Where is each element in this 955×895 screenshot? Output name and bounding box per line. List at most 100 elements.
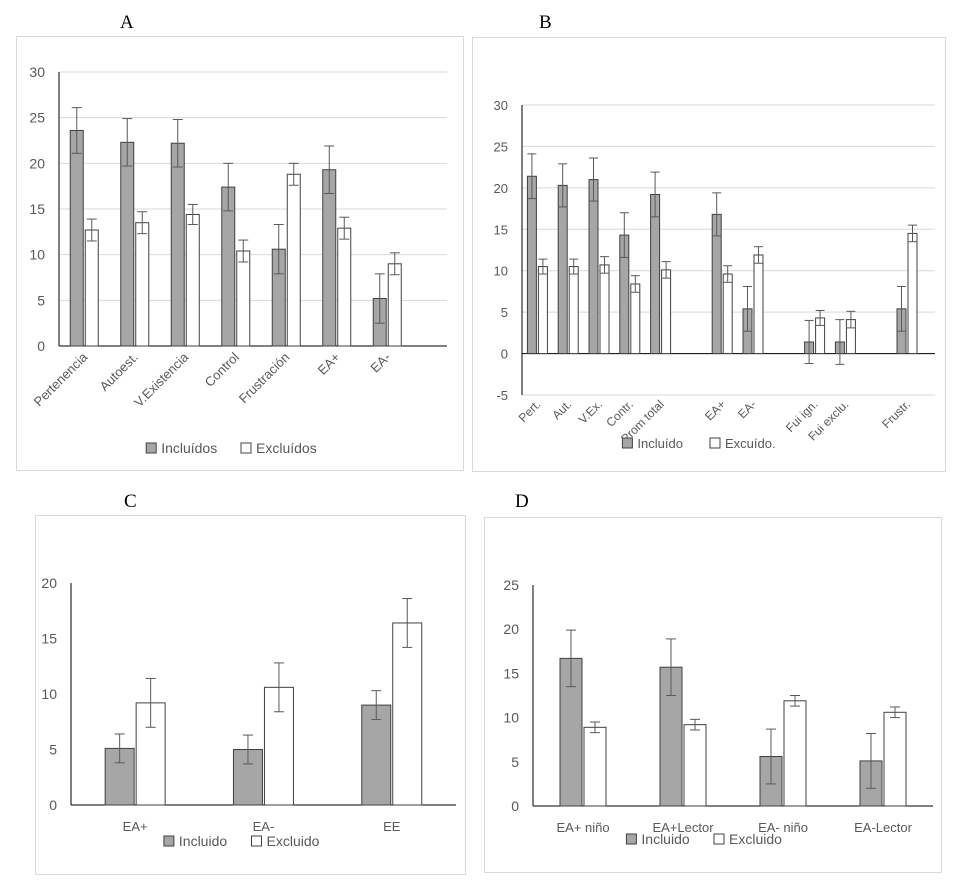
bar-excluded	[722, 273, 733, 355]
bar-included	[69, 129, 84, 347]
x-tick-label: EA-	[735, 397, 759, 421]
legend-label-excluded: Excluido	[267, 833, 320, 849]
y-tick-label: 25	[503, 577, 519, 593]
bar-included	[120, 141, 135, 347]
bar-included	[526, 175, 537, 355]
x-tick-label: V.Existencia	[131, 349, 192, 410]
x-tick-label: EA-	[253, 819, 275, 834]
chart-d: 0 5 10 15 20 25 EA+ niño EA+Lector EA- niño EA-Le…	[503, 577, 933, 847]
x-tick-label: Aut.	[549, 397, 574, 422]
panel-label-d: D	[515, 491, 529, 512]
bar-excluded	[683, 724, 707, 807]
chart-c: 0 5 10 15 20 EA+ EA- EE Incluido Excluido	[41, 575, 456, 849]
x-tick-label: Pertenencia	[31, 349, 91, 409]
y-tick-label: 10	[29, 247, 45, 263]
bar-excluded	[753, 254, 764, 355]
x-tick-label: EA+	[702, 397, 728, 423]
legend-swatch-excluded	[713, 833, 725, 845]
x-tick-label: EA+	[123, 819, 148, 834]
y-tick-label: 15	[41, 631, 57, 647]
x-tick-label: V.Ex.	[576, 397, 605, 426]
y-tick-label: 0	[511, 798, 519, 814]
legend-swatch-included	[163, 835, 175, 847]
legend-swatch-included	[145, 442, 157, 454]
y-tick-label: 20	[41, 575, 57, 591]
x-tick-label: Autoest.	[97, 350, 141, 394]
bar-excluded	[907, 232, 918, 355]
y-tick-label: 10	[41, 686, 57, 702]
legend-swatch-included	[625, 833, 637, 845]
panel-label-a: A	[120, 12, 134, 33]
y-tick-label: 30	[29, 64, 45, 80]
y-tick-label: 10	[494, 264, 508, 279]
x-tick-label: EA-	[367, 350, 393, 376]
legend-label-excluded: Excluido	[729, 831, 782, 847]
y-tick-label: 0	[37, 338, 45, 354]
y-tick-label: 15	[494, 222, 508, 237]
bar-excluded	[583, 726, 607, 807]
y-tick-label: 15	[503, 665, 519, 681]
bar-excluded	[537, 266, 548, 355]
bar-included	[588, 179, 599, 355]
bar-excluded	[337, 227, 352, 347]
chart-panel-a: 0 5 10 15 20 25 30 Pertenencia Autoest. V.Existen…	[16, 36, 464, 471]
bar-excluded	[661, 269, 672, 355]
bar-excluded	[883, 711, 907, 807]
bar-included	[170, 142, 185, 347]
panel-label-b: B	[539, 12, 552, 33]
chart-a: 0 5 10 15 20 25 30 Pertenencia Autoest.V.Existen…	[29, 64, 447, 456]
y-tick-label: 25	[29, 110, 45, 126]
x-tick-label: EE	[383, 819, 401, 834]
y-tick-label: 5	[511, 754, 519, 770]
y-tick-label: 25	[494, 139, 508, 154]
chart-panel-d: 0 5 10 15 20 25 EA+ niño EA+Lector EA- niño EA-Le…	[484, 517, 942, 873]
y-tick-label: 15	[29, 201, 45, 217]
bar-excluded	[387, 263, 402, 347]
bar-included	[361, 704, 392, 806]
x-tick-label: Control	[202, 349, 242, 389]
legend-label-included: Incluido	[179, 833, 227, 849]
bar-excluded	[286, 173, 301, 347]
bar-excluded	[236, 250, 251, 347]
y-tick-label: 30	[494, 98, 508, 113]
legend-label-excluded: Excuído.	[725, 436, 776, 451]
y-tick-label: 20	[503, 621, 519, 637]
bar-excluded	[568, 266, 579, 355]
legend-swatch-included	[621, 437, 633, 449]
chart-panel-c: 0 5 10 15 20 EA+ EA- EE Incluido Excluido	[35, 515, 466, 875]
x-tick-label: Frustr.	[879, 397, 913, 431]
y-tick-label: 0	[501, 347, 508, 362]
y-tick-label: 5	[37, 292, 45, 308]
y-tick-label: 5	[49, 742, 57, 758]
x-tick-label: EA+ niño	[556, 820, 609, 835]
y-tick-label: 20	[29, 155, 45, 171]
bar-excluded	[630, 283, 641, 355]
legend-swatch-excluded	[709, 437, 721, 449]
y-tick-label: 5	[501, 305, 508, 320]
legend-label-excluded: Excluídos	[256, 440, 317, 456]
bar-excluded	[135, 222, 150, 347]
bar-excluded	[783, 700, 807, 807]
bar-included	[557, 184, 568, 355]
x-tick-label: EA+Lector	[652, 820, 714, 835]
y-tick-label: 0	[49, 797, 57, 813]
bar-excluded	[185, 213, 200, 347]
y-tick-label: 20	[494, 181, 508, 196]
bar-excluded	[392, 622, 423, 806]
x-tick-label: Pert.	[516, 397, 544, 425]
legend-swatch-excluded	[240, 442, 252, 454]
legend-label-included: Incluído	[637, 436, 683, 451]
legend-label-included: Incluídos	[161, 440, 217, 456]
panel-label-c: C	[124, 491, 137, 512]
x-tick-label: Frustración	[236, 350, 293, 407]
x-tick-label: EA+	[315, 350, 343, 378]
legend-label-included: Incluido	[641, 831, 689, 847]
bar-excluded	[84, 229, 99, 347]
bar-included	[650, 193, 661, 355]
bar-excluded	[599, 264, 610, 355]
x-tick-label: EA- niño	[758, 820, 808, 835]
legend-swatch-excluded	[251, 835, 262, 847]
x-tick-label: EA-Lector	[854, 820, 912, 835]
y-tick-label: -5	[496, 388, 508, 403]
